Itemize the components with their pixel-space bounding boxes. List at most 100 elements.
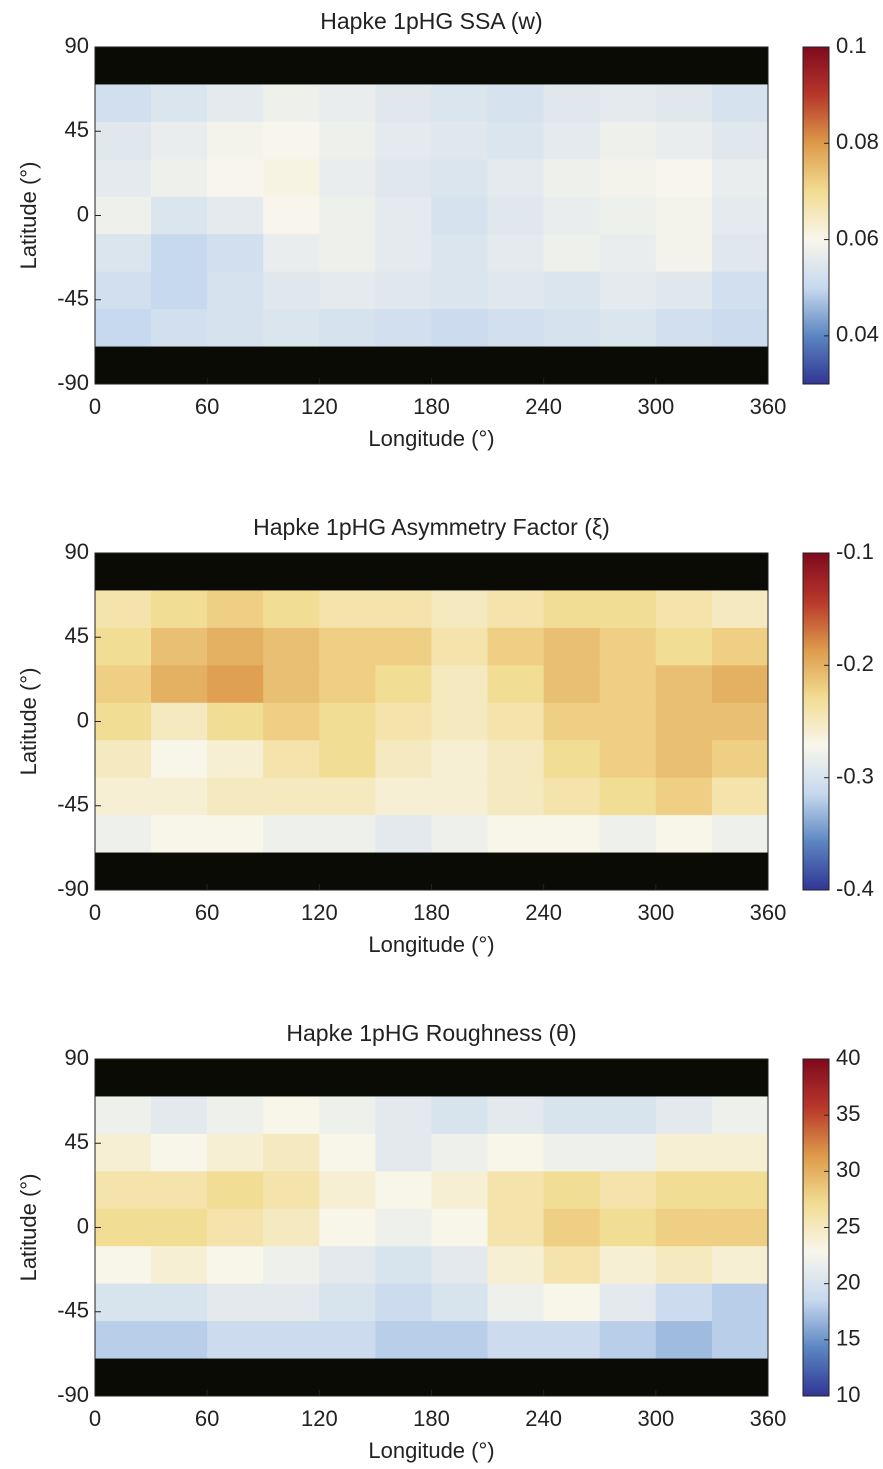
heat-cell (319, 271, 376, 310)
heat-cell (95, 84, 152, 123)
heat-cell (487, 1246, 545, 1285)
heat-cell (95, 196, 152, 235)
heat-cell (599, 84, 657, 123)
heat-cell (263, 1171, 320, 1210)
heat-cell (487, 590, 545, 629)
y-axis-label: Latitude (°) (16, 162, 41, 270)
heat-cell (655, 1246, 713, 1285)
heat-cell (655, 553, 713, 591)
heat-cell (319, 234, 376, 273)
heat-cell (431, 1321, 489, 1360)
x-tick-label: 300 (637, 900, 674, 925)
colorbar-tick-label: -0.3 (836, 763, 874, 788)
heat-cell (151, 47, 208, 85)
y-tick-label: -90 (57, 876, 89, 901)
heat-cell (95, 271, 152, 310)
heat-cell (375, 159, 432, 198)
heat-cell (95, 346, 152, 385)
heat-cell (599, 1059, 657, 1097)
heat-cell (319, 1171, 376, 1210)
heat-cell (431, 346, 489, 385)
heat-cell (375, 196, 432, 235)
heat-cell (151, 553, 208, 591)
heat-cell (431, 1246, 489, 1285)
heat-cell (655, 346, 713, 385)
heat-cell (655, 196, 713, 235)
heat-cell (711, 702, 769, 741)
heat-cell (207, 159, 264, 198)
heat-cell (431, 627, 489, 666)
heat-cell (655, 309, 713, 348)
heat-cell (543, 777, 601, 816)
heat-cell (375, 1358, 432, 1397)
colorbar-tick-label: 0.04 (836, 322, 879, 347)
heat-cell (543, 159, 601, 198)
heat-cell (655, 590, 713, 629)
heat-cell (375, 665, 432, 704)
heat-cell (263, 1096, 320, 1135)
y-tick-label: 0 (77, 201, 89, 226)
heat-cell (599, 740, 657, 779)
heat-cell (151, 777, 208, 816)
heat-cell (487, 346, 545, 385)
heat-cell (263, 702, 320, 741)
heat-cell (263, 271, 320, 310)
y-tick-label: 0 (77, 1213, 89, 1238)
heat-cell (599, 1096, 657, 1135)
heat-cell (95, 1321, 152, 1360)
heat-cell (319, 196, 376, 235)
heat-cell (599, 1208, 657, 1247)
heat-cell (207, 702, 264, 741)
heat-cell (95, 1246, 152, 1285)
heat-cell (95, 234, 152, 273)
heat-cell (487, 159, 545, 198)
x-axis-label: Longitude (°) (368, 426, 494, 451)
heat-cell (375, 1171, 432, 1210)
heat-cell (151, 234, 208, 273)
heat-cell (375, 590, 432, 629)
heat-cell (431, 1208, 489, 1247)
heat-cell (319, 665, 376, 704)
heat-cell (543, 1358, 601, 1397)
heat-cell (543, 47, 601, 85)
heat-cell (431, 84, 489, 123)
heat-cell (487, 84, 545, 123)
heat-cell (319, 740, 376, 779)
heat-cell (95, 1133, 152, 1172)
heat-cell (655, 815, 713, 854)
heat-cell (711, 121, 769, 160)
heat-cell (207, 1321, 264, 1360)
panel: Hapke 1pHG Roughness (θ)0 60 120 180 240 300 3… (16, 1020, 861, 1463)
colorbar-tick-label: 35 (836, 1101, 860, 1126)
heat-cell (263, 553, 320, 591)
heat-cell (655, 1171, 713, 1210)
heat-cell (319, 627, 376, 666)
heat-cell (655, 47, 713, 85)
heat-cell (151, 702, 208, 741)
panel: Hapke 1pHG SSA (w) 0 60 120 180 240 300 360 -90 -… (16, 8, 879, 451)
heat-cell (319, 702, 376, 741)
heat-cell (95, 553, 152, 591)
heat-cell (599, 309, 657, 348)
heat-cell (319, 1208, 376, 1247)
colorbar (802, 552, 830, 891)
heat-cell (151, 121, 208, 160)
heat-cell (431, 121, 489, 160)
heat-cell (487, 121, 545, 160)
y-axis-label: Latitude (°) (16, 668, 41, 776)
heat-cell (151, 1358, 208, 1397)
heat-cell (151, 1246, 208, 1285)
heat-cell (599, 271, 657, 310)
heat-cell (375, 1283, 432, 1322)
heat-cell (263, 627, 320, 666)
heat-cell (207, 627, 264, 666)
heat-cell (543, 309, 601, 348)
heat-cell (431, 1059, 489, 1097)
heat-cell (151, 1321, 208, 1360)
heat-cell (711, 159, 769, 198)
heat-cell (655, 1283, 713, 1322)
heat-cell (711, 196, 769, 235)
heat-cell (431, 777, 489, 816)
heat-cell (151, 590, 208, 629)
heat-cell (207, 1208, 264, 1247)
